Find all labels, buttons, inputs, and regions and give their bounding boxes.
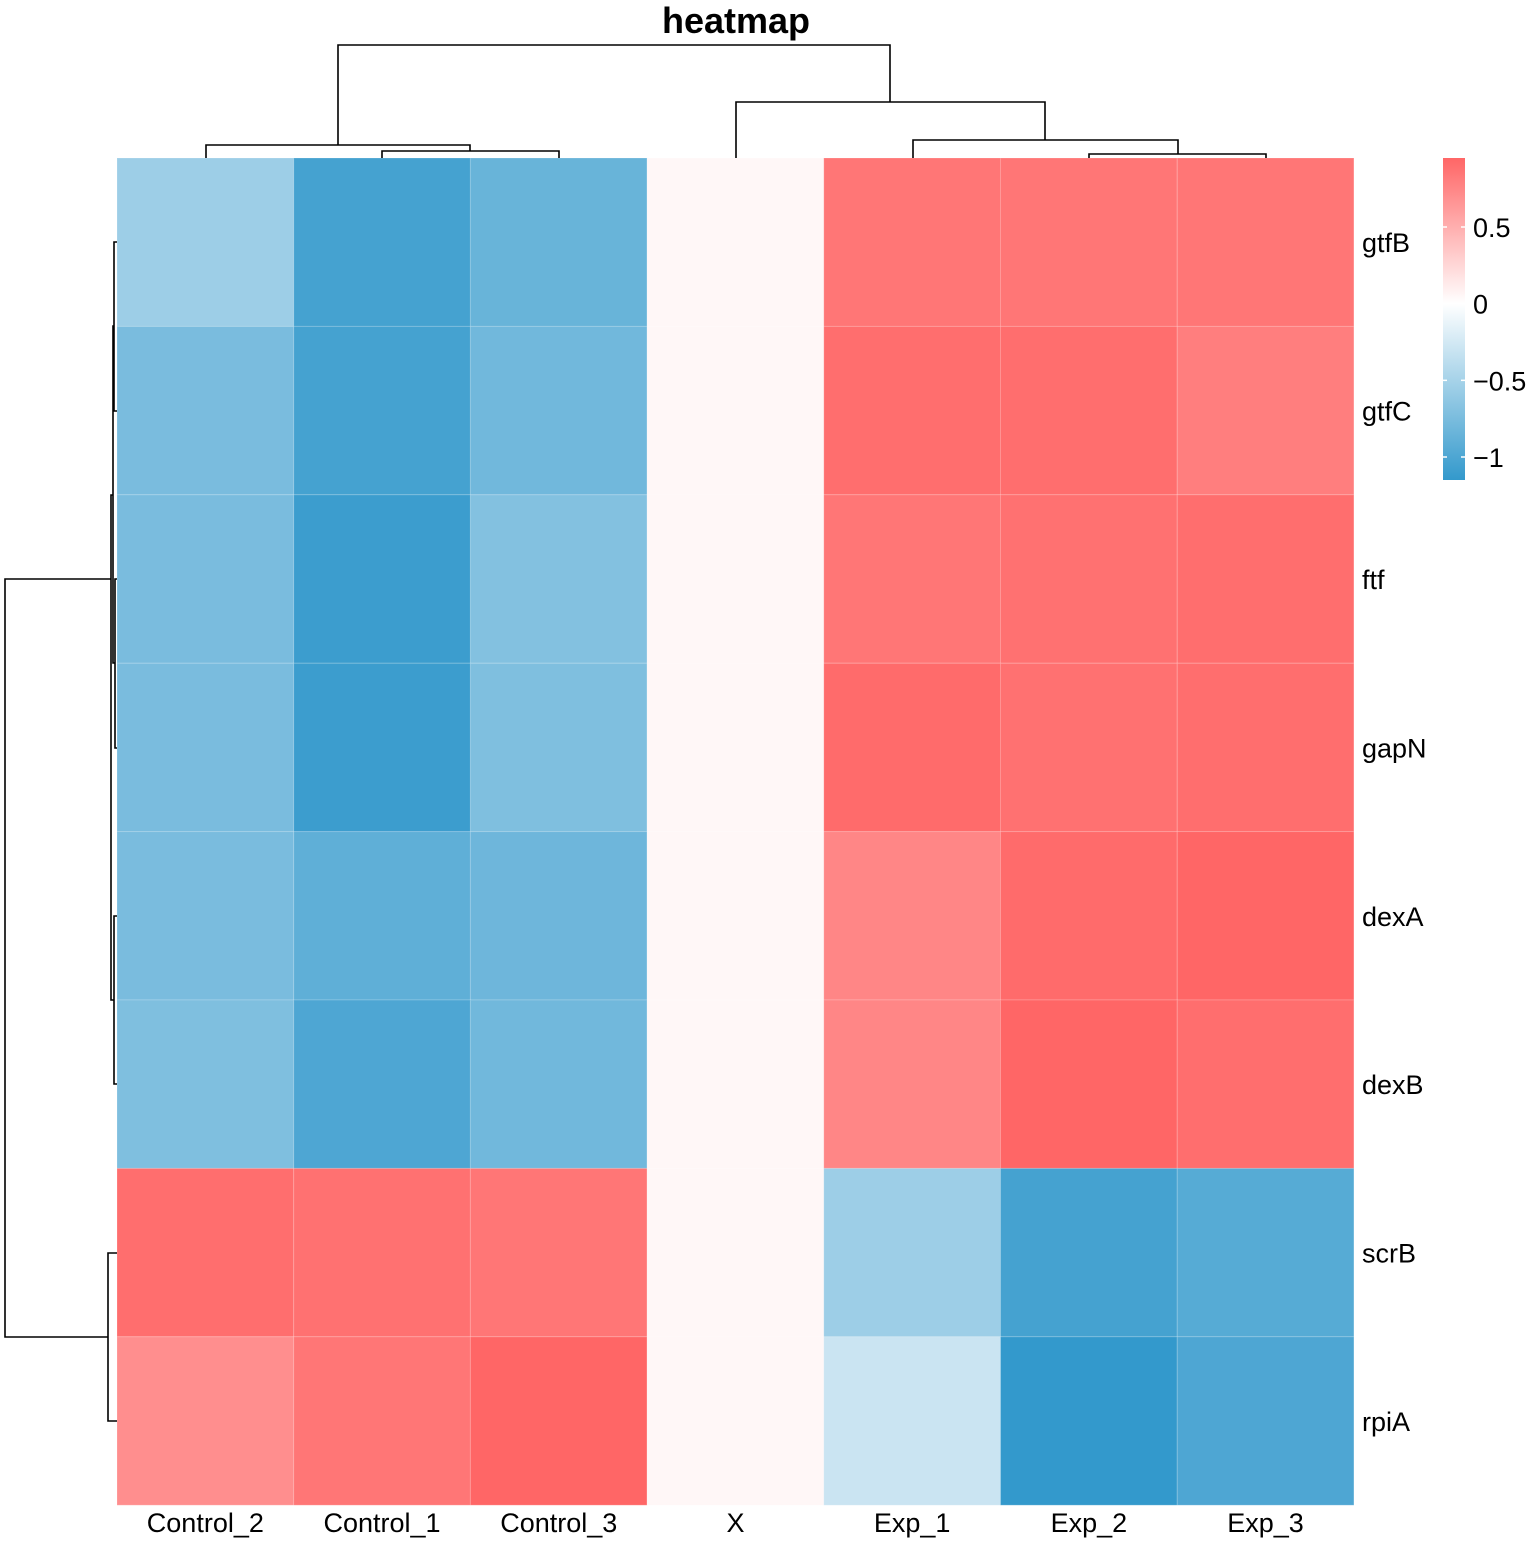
heatmap-cell-rpiA-Control_2: [116, 1336, 295, 1506]
row-label-rpia: rpiA: [1362, 1407, 1410, 1437]
heatmap-cell-ftf-Exp_1: [823, 494, 1001, 664]
row-label-scrb: scrB: [1362, 1239, 1416, 1269]
legend-ticks: 0.5 0 −0.5 −1: [1443, 213, 1526, 473]
row-label-dexa: dexA: [1362, 902, 1424, 932]
heatmap-cells: [116, 157, 1355, 1506]
heatmap-cell-gtfC-Control_1: [293, 325, 471, 496]
heatmap-cell-dexA-Exp_3: [1176, 831, 1355, 1001]
heatmap-cell-rpiA-Control_1: [293, 1336, 471, 1506]
row-dendro-root: [4, 578, 111, 1338]
heatmap-cell-dexB-Exp_2: [1000, 999, 1178, 1169]
heatmap-cell-gtfB-Control_3: [469, 157, 648, 327]
column-label-control_2: Control_2: [147, 1508, 264, 1538]
column-label-control_3: Control_3: [500, 1508, 617, 1538]
heatmap-cell-gtfB-Exp_1: [823, 157, 1001, 327]
column-label-exp_3: Exp_3: [1227, 1508, 1304, 1538]
heatmap-cell-dexB-Control_2: [116, 999, 295, 1169]
heatmap-cell-gtfC-X: [646, 325, 825, 496]
row-dendro-scrb-rpia: [107, 1252, 117, 1422]
heatmap-cell-rpiA-Exp_1: [823, 1336, 1001, 1506]
row-label-gapn: gapN: [1362, 733, 1427, 763]
heatmap-cell-gtfC-Exp_2: [1000, 325, 1178, 496]
col-dendro-ctrl-1-3: [381, 150, 560, 158]
heatmap-cell-dexB-Exp_3: [1176, 999, 1355, 1169]
heatmap-cell-dexB-Exp_1: [823, 999, 1001, 1169]
heatmap-cell-gapN-Exp_3: [1176, 662, 1355, 833]
heatmap-cell-ftf-Control_2: [116, 494, 295, 664]
heatmap-cell-rpiA-Control_3: [469, 1336, 648, 1506]
legend-tick-label: 0: [1473, 290, 1488, 320]
heatmap-cell-dexA-Control_2: [116, 831, 295, 1001]
col-dendro-root: [337, 44, 891, 145]
col-dendro-exp-2-3: [1088, 153, 1267, 158]
heatmap-cell-gtfB-X: [646, 157, 825, 327]
heatmap-cell-ftf-Exp_2: [1000, 494, 1178, 664]
heatmap-cell-rpiA-X: [646, 1336, 825, 1506]
heatmap-cell-dexA-X: [646, 831, 825, 1001]
row-label-dexb: dexB: [1362, 1070, 1424, 1100]
heatmap-cell-scrB-Exp_2: [1000, 1167, 1178, 1338]
heatmap-cell-gtfC-Control_2: [116, 325, 295, 496]
heatmap-cell-scrB-Exp_1: [823, 1167, 1001, 1338]
row-label-ftf: ftf: [1362, 565, 1385, 595]
heatmap-cell-gtfC-Exp_1: [823, 325, 1001, 496]
heatmap-cell-gtfC-Exp_3: [1176, 325, 1355, 496]
row-dendrogram: [4, 241, 117, 1422]
heatmap-cell-ftf-X: [646, 494, 825, 664]
column-dendrogram: [205, 44, 1267, 158]
column-label-control_1: Control_1: [324, 1508, 441, 1538]
col-dendro-x-exp: [735, 101, 1046, 158]
heatmap-cell-gtfB-Exp_2: [1000, 157, 1178, 327]
column-label-exp_2: Exp_2: [1051, 1508, 1128, 1538]
chart-title: heatmap: [662, 0, 810, 41]
heatmap-cell-dexA-Exp_1: [823, 831, 1001, 1001]
heatmap-cell-ftf-Exp_3: [1176, 494, 1355, 664]
heatmap-cell-gapN-Control_2: [116, 662, 295, 833]
col-dendro-exp-all: [912, 139, 1179, 158]
heatmap-cell-scrB-Control_1: [293, 1167, 471, 1338]
heatmap-cell-scrB-Control_3: [469, 1167, 648, 1338]
heatmap-cell-dexA-Control_1: [293, 831, 471, 1001]
legend-tick-label: −0.5: [1473, 366, 1526, 396]
heatmap-cell-scrB-Control_2: [116, 1167, 295, 1338]
row-label-gtfc: gtfC: [1362, 397, 1412, 427]
row-label-gtfb: gtfB: [1362, 228, 1410, 258]
column-labels: Control_2 Control_1 Control_3 X Exp_1 Exp_2 Ex…: [147, 1508, 1304, 1538]
heatmap-cell-dexB-Control_1: [293, 999, 471, 1169]
legend-tick-label: 0.5: [1473, 213, 1511, 243]
heatmap-cell-gapN-Control_3: [469, 662, 648, 833]
heatmap-cell-rpiA-Exp_3: [1176, 1336, 1355, 1506]
heatmap-cell-gapN-Exp_1: [823, 662, 1001, 833]
heatmap-cell-gtfB-Control_1: [293, 157, 471, 327]
heatmap-cell-dexA-Control_3: [469, 831, 648, 1001]
heatmap-cell-dexB-Control_3: [469, 999, 648, 1169]
heatmap-cell-dexB-X: [646, 999, 825, 1169]
heatmap-cell-gapN-Exp_2: [1000, 662, 1178, 833]
column-label-exp_1: Exp_1: [874, 1508, 951, 1538]
color-legend: 0.5 0 −0.5 −1: [1443, 158, 1526, 480]
heatmap-cell-gapN-Control_1: [293, 662, 471, 833]
heatmap-cell-rpiA-Exp_2: [1000, 1336, 1178, 1506]
heatmap-cell-ftf-Control_3: [469, 494, 648, 664]
row-dendro-main-cluster: [110, 494, 114, 1001]
heatmap-cell-ftf-Control_1: [293, 494, 471, 664]
heatmap-cell-gtfB-Control_2: [116, 157, 295, 327]
heatmap-cell-gtfC-Control_3: [469, 325, 648, 496]
heatmap-cell-gtfB-Exp_3: [1176, 157, 1355, 327]
column-label-x: X: [726, 1508, 744, 1538]
legend-tick-label: −1: [1473, 443, 1504, 473]
row-labels: gtfB gtfC ftf gapN dexA dexB scrB rpiA: [1362, 228, 1427, 1437]
heatmap-cell-dexA-Exp_2: [1000, 831, 1178, 1001]
heatmap-cell-gapN-X: [646, 662, 825, 833]
heatmap-cell-scrB-Exp_3: [1176, 1167, 1355, 1338]
legend-colorbar: [1443, 158, 1465, 480]
heatmap-cell-scrB-X: [646, 1167, 825, 1338]
